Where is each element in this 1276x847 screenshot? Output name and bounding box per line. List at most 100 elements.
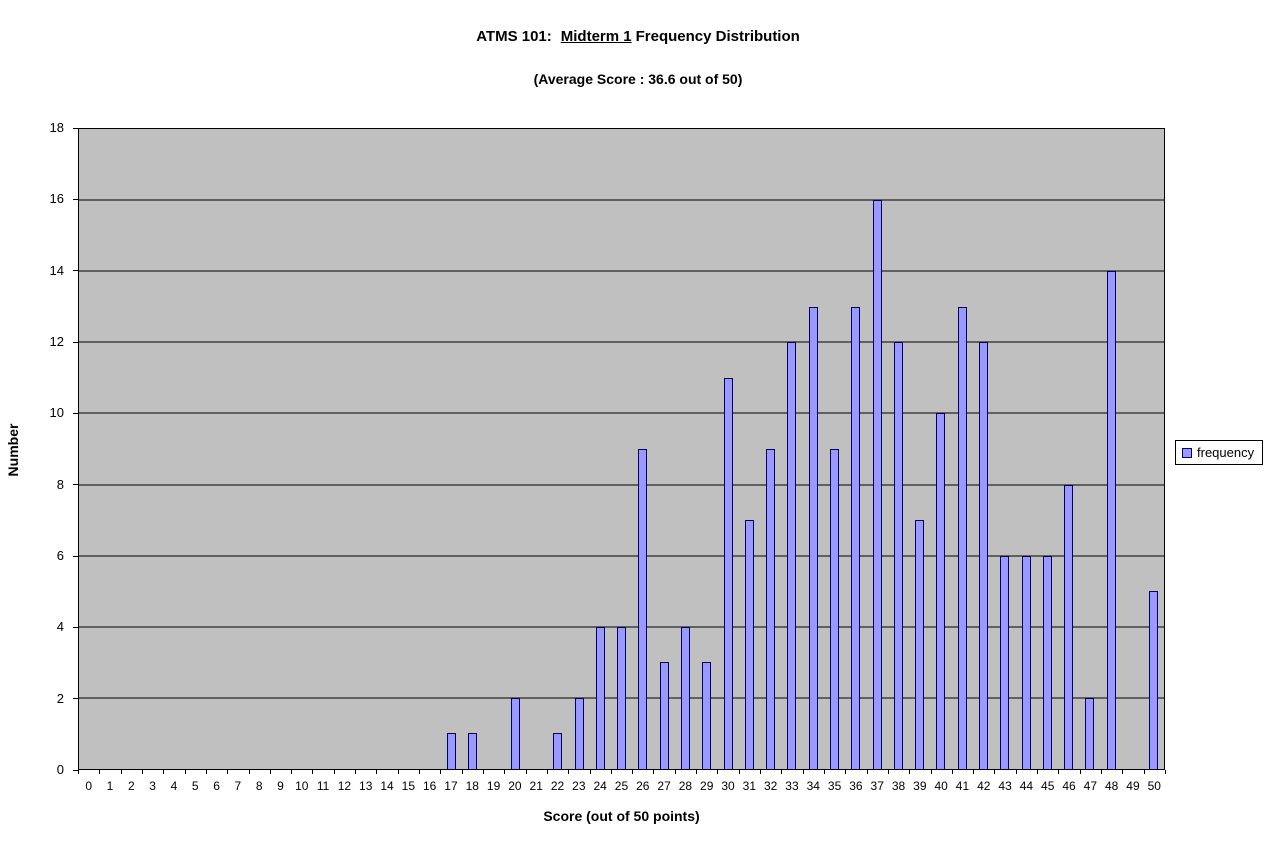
- x-axis-ticks: [78, 770, 1166, 775]
- x-tick-label: 11: [316, 779, 330, 793]
- y-axis-labels: 0 2 4 6 8 10 12 14 16 18: [0, 120, 78, 777]
- x-tick-label: 24: [593, 779, 607, 793]
- bar-slot: [100, 129, 121, 769]
- bar-slot: [611, 129, 632, 769]
- x-axis-labels: 0 1 2 3 4 5 6 7 8 9 10 11 12 13 14 15 16 17 18 19 20 21 22 23 24…: [78, 779, 1165, 793]
- x-tick-mark: [546, 770, 548, 774]
- bar-slot: [462, 129, 483, 769]
- x-tick-label: 34: [806, 779, 820, 793]
- bar-slot: [909, 129, 930, 769]
- legend: frequency: [1175, 440, 1264, 465]
- bar-slot: [228, 129, 249, 769]
- x-tick-label: 47: [1083, 779, 1098, 793]
- bar-score-40: [936, 413, 946, 769]
- x-tick-mark: [653, 770, 655, 774]
- x-tick-label: 36: [849, 779, 863, 793]
- gridline: [79, 555, 1164, 557]
- x-tick-mark: [141, 770, 143, 774]
- x-tick-label: 38: [891, 779, 906, 793]
- x-tick-mark: [312, 770, 314, 774]
- bar-slot: [824, 129, 845, 769]
- bar-slot: [632, 129, 653, 769]
- y-tick-mark: [73, 412, 78, 414]
- x-tick-mark: [99, 770, 101, 774]
- y-tick-label: 16: [49, 191, 64, 207]
- x-tick-label: 48: [1104, 779, 1119, 793]
- bar-slot: [164, 129, 185, 769]
- bar-score-45: [1042, 555, 1052, 769]
- x-tick-mark: [269, 770, 271, 774]
- y-tick-mark: [73, 341, 78, 343]
- y-tick-label: 6: [56, 548, 64, 564]
- bar-score-34: [808, 306, 818, 769]
- x-tick-mark: [248, 770, 250, 774]
- bar-score-22: [553, 733, 563, 769]
- bar-score-17: [446, 733, 456, 769]
- bar-score-35: [829, 449, 839, 769]
- bars-row: [79, 129, 1164, 769]
- bar-slot: [888, 129, 909, 769]
- bar-slot: [845, 129, 866, 769]
- x-tick-label: 21: [529, 779, 543, 793]
- x-tick-mark: [781, 770, 783, 774]
- bar-score-48: [1106, 271, 1116, 769]
- y-tick-label: 10: [49, 405, 64, 421]
- x-tick-label: 26: [636, 779, 650, 793]
- bar-score-28: [681, 626, 691, 769]
- x-tick-label: 32: [763, 779, 778, 793]
- bar-slot: [377, 129, 398, 769]
- bar-slot: [271, 129, 292, 769]
- bar-score-23: [574, 697, 584, 769]
- x-tick-mark: [589, 770, 591, 774]
- bar-slot: [590, 129, 611, 769]
- x-tick-label: 1: [106, 779, 114, 793]
- bar-slot: [547, 129, 568, 769]
- x-tick-mark: [163, 770, 165, 774]
- x-tick-mark: [845, 770, 847, 774]
- x-tick-mark: [1101, 770, 1103, 774]
- x-tick-mark: [717, 770, 719, 774]
- bar-slot: [973, 129, 994, 769]
- x-tick-label: 49: [1126, 779, 1140, 793]
- bar-score-20: [510, 697, 520, 769]
- y-tick-mark: [73, 555, 78, 557]
- y-tick-label: 14: [49, 262, 64, 278]
- x-tick-label: 30: [721, 779, 735, 793]
- x-tick-label: 50: [1147, 779, 1161, 793]
- x-tick-label: 41: [955, 779, 970, 793]
- gridline: [79, 484, 1164, 486]
- x-tick-label: 5: [191, 779, 199, 793]
- x-tick-mark: [1122, 770, 1124, 774]
- x-tick-label: 19: [486, 779, 501, 793]
- x-tick-label: 14: [380, 779, 394, 793]
- x-tick-mark: [696, 770, 698, 774]
- chart-title-part2-underlined: Midterm 1: [560, 28, 632, 45]
- x-tick-mark: [951, 770, 953, 774]
- legend-label: frequency: [1197, 445, 1255, 460]
- bar-slot: [356, 129, 377, 769]
- gridline: [79, 341, 1164, 343]
- x-tick-mark: [333, 770, 335, 774]
- x-tick-mark: [291, 770, 293, 774]
- x-tick-mark: [227, 770, 229, 774]
- bar-slot: [1079, 129, 1100, 769]
- x-tick-mark: [674, 770, 676, 774]
- x-tick-label: 15: [401, 779, 416, 793]
- x-tick-label: 16: [422, 779, 437, 793]
- x-tick-label: 8: [255, 779, 263, 793]
- x-tick-mark: [440, 770, 442, 774]
- x-tick-label: 22: [550, 779, 565, 793]
- x-tick-label: 12: [337, 779, 352, 793]
- bar-slot: [1143, 129, 1164, 769]
- plot-area: [78, 128, 1165, 770]
- bar-slot: [654, 129, 675, 769]
- x-tick-label: 23: [572, 779, 586, 793]
- x-tick-mark: [205, 770, 207, 774]
- x-tick-label: 20: [508, 779, 522, 793]
- y-tick-mark: [73, 270, 78, 272]
- x-tick-mark: [397, 770, 399, 774]
- bar-score-44: [1021, 555, 1031, 769]
- bar-score-42: [978, 342, 988, 769]
- x-tick-mark: [610, 770, 612, 774]
- x-tick-label: 18: [465, 779, 479, 793]
